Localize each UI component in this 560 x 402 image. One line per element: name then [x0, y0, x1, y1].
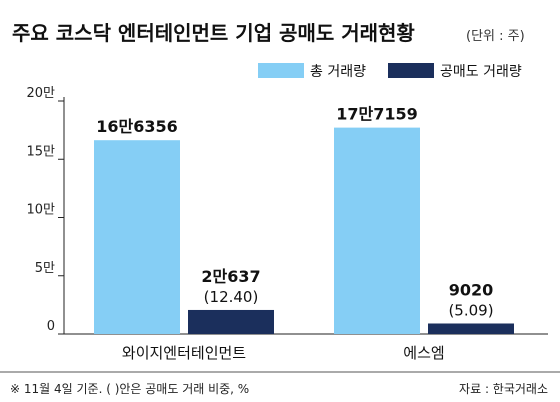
y-tick-label: 10만 [26, 203, 55, 218]
data-label-total-sm: 17만7159 [336, 105, 418, 124]
category-label-yg: 와이지엔터테인먼트 [122, 344, 246, 362]
legend-label-short: 공매도 거래량 [440, 64, 522, 80]
y-tick-label: 15만 [26, 144, 55, 159]
share-label-sm: (5.09) [448, 301, 493, 319]
data-label-short-sm: 9020 [449, 280, 494, 299]
bars [94, 127, 514, 334]
legend-label-total: 총 거래량 [310, 64, 366, 80]
bar-total-yg [94, 140, 180, 334]
legend-swatch-total [258, 63, 304, 78]
category-label-sm: 에스엠 [403, 344, 444, 362]
bar-short-sm [428, 323, 514, 334]
y-tick-label: 5만 [35, 261, 55, 276]
data-labels: 16만6356 2만637 (12.40) 17만7159 9020 (5.09) [96, 105, 493, 320]
data-label-short-yg: 2만637 [201, 267, 260, 286]
y-tick-label: 0 [47, 319, 55, 334]
bar-short-yg [188, 309, 274, 334]
data-label-total-yg: 16만6356 [96, 117, 178, 136]
legend: 총 거래량 공매도 거래량 [258, 63, 522, 80]
footnote: ※ 11월 4일 기준. ( )안은 공매도 거래 비중, % [10, 382, 249, 396]
bar-total-sm [334, 127, 420, 334]
y-tick-label: 20만 [26, 86, 55, 101]
source-note: 자료 : 한국거래소 [459, 382, 548, 396]
legend-swatch-short [388, 63, 434, 78]
chart-unit: (단위 : 주) [466, 29, 525, 44]
share-label-yg: (12.40) [204, 288, 259, 306]
chart-title: 주요 코스닥 엔터테인먼트 기업 공매도 거래현황 [12, 21, 415, 45]
